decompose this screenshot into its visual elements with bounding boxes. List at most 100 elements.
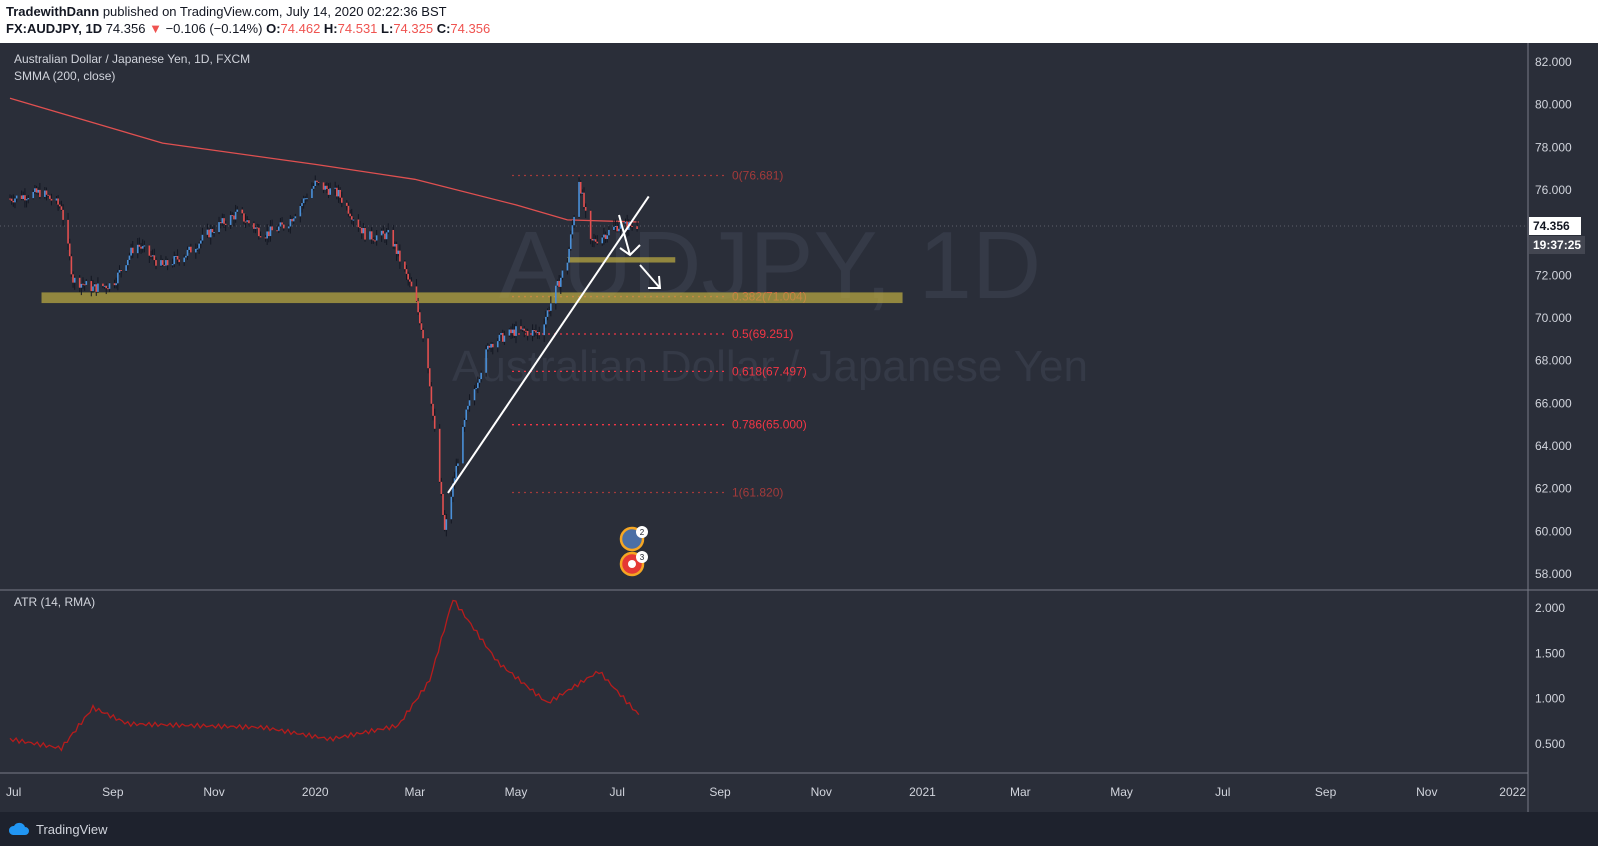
candle-2019-11-28 <box>258 227 260 237</box>
candle-2020-04-29 <box>511 329 514 334</box>
candle-2020-05-15 <box>538 332 541 336</box>
smma-line[interactable] <box>9 97 639 223</box>
candle-2019-10-25 <box>201 234 204 241</box>
candle-2020-07-02 <box>618 228 620 232</box>
candle-2019-09-02 <box>113 283 116 286</box>
candle-2020-03-17 <box>440 481 443 494</box>
support-zone-1[interactable] <box>567 257 676 263</box>
candle-2019-11-15 <box>236 209 239 212</box>
candle-2020-04-08 <box>477 382 479 389</box>
candle-2020-06-16 <box>591 238 594 241</box>
candle-2019-08-01 <box>60 206 63 210</box>
atr-scale[interactable]: 2.000 1.500 1.000 0.500 <box>1535 601 1565 751</box>
candle-2019-07-05 <box>15 195 18 199</box>
candle-2019-11-21 <box>246 220 249 222</box>
candle-2020-04-09 <box>478 379 481 383</box>
candle-2019-09-17 <box>138 244 141 247</box>
candle-2019-12-20 <box>294 216 297 219</box>
candle-2020-03-23 <box>450 496 453 520</box>
candle-2020-04-07 <box>475 388 477 390</box>
candle-2020-05-04 <box>520 326 522 330</box>
candle-2020-04-27 <box>508 329 511 336</box>
atr-line[interactable] <box>9 599 640 752</box>
event-center <box>628 560 636 568</box>
author-name[interactable]: TradewithDann <box>6 4 100 19</box>
candle-2020-04-23 <box>501 332 504 342</box>
candle-2019-12-05 <box>269 226 272 237</box>
candle-2019-10-29 <box>208 229 210 238</box>
candle-2020-05-21 <box>548 310 550 312</box>
candle-2019-10-22 <box>196 248 199 250</box>
cloud-icon <box>8 822 29 835</box>
candle-2020-06-22 <box>601 237 604 244</box>
support-zones[interactable] <box>41 257 903 304</box>
last-price-tag <box>1529 217 1581 235</box>
candle-2020-04-06 <box>473 389 476 401</box>
candle-2020-05-25 <box>555 285 557 304</box>
atr-legend[interactable]: ATR (14, RMA) <box>14 595 95 609</box>
price-tick-7: 68.000 <box>1535 354 1572 368</box>
candle-2020-05-01 <box>515 326 517 336</box>
candle-2019-08-29 <box>107 288 109 290</box>
candle-2020-04-03 <box>468 400 471 406</box>
event-markers[interactable]: 2 3 <box>619 526 648 577</box>
candle-2020-01-14 <box>336 187 338 197</box>
candle-2020-07-07 <box>626 221 628 230</box>
chart-legend-title[interactable]: Australian Dollar / Japanese Yen, 1D, FX… <box>14 52 250 66</box>
down-arrow-icon: ▼ <box>149 21 162 36</box>
countdown-tag <box>1529 236 1585 254</box>
time-axis[interactable]: Jul Sep Nov 2020 Mar May Jul Sep Nov 2021 Mar May Ju… <box>6 785 1526 799</box>
candle-2020-01-20 <box>345 202 348 206</box>
chart-svg[interactable]: AUDJPY, 1D Australian Dollar / Japanese … <box>0 43 1598 812</box>
candle-2020-01-07 <box>324 185 327 190</box>
candle-2020-04-24 <box>503 335 506 342</box>
time-tick-15: 2022 <box>1499 785 1526 799</box>
candle-2019-11-11 <box>229 215 232 225</box>
support-zone-0[interactable] <box>41 292 903 304</box>
candles[interactable] <box>9 175 638 537</box>
fib-label-5: 1(61.820) <box>732 486 783 500</box>
candle-2020-01-09 <box>327 188 330 195</box>
candle-2020-01-29 <box>360 227 363 234</box>
down-arrows[interactable] <box>618 214 662 289</box>
candle-2019-11-07 <box>223 218 225 224</box>
candle-2020-03-12 <box>432 403 434 416</box>
candle-2019-07-08 <box>20 195 23 200</box>
candle-2019-12-12 <box>281 222 283 225</box>
event-badge-1-text: 2 <box>640 528 645 537</box>
candle-2020-03-27 <box>457 463 459 466</box>
candle-2019-12-18 <box>291 219 293 222</box>
candle-2019-10-07 <box>171 264 174 266</box>
candle-2020-03-11 <box>430 386 433 404</box>
candle-2020-04-28 <box>510 329 512 334</box>
candle-2019-07-22 <box>44 190 46 197</box>
candle-2020-03-24 <box>452 483 454 497</box>
candle-2019-10-31 <box>211 229 214 233</box>
price-scale[interactable]: 82.000 80.000 78.000 76.000 72.000 70.000 68.0… <box>1535 55 1572 581</box>
candle-2020-01-27 <box>357 219 360 228</box>
candle-2019-07-02 <box>10 198 13 201</box>
high-label: H: <box>323 21 338 36</box>
candle-2019-11-05 <box>219 222 222 224</box>
candle-2019-07-26 <box>50 198 53 201</box>
candle-2019-07-30 <box>57 198 59 205</box>
candle-2020-01-28 <box>359 227 361 229</box>
candle-2020-03-31 <box>463 419 466 427</box>
fib-label-2: 0.5(69.251) <box>732 327 793 341</box>
candle-2019-10-01 <box>161 260 164 265</box>
trendline[interactable] <box>447 195 650 494</box>
candle-2020-05-05 <box>521 328 524 330</box>
candle-2019-09-11 <box>128 255 131 260</box>
countdown-text: 19:37:25 <box>1533 238 1581 252</box>
candle-2019-08-22 <box>95 284 98 292</box>
candle-2019-08-23 <box>97 283 99 292</box>
open-value: 74.462 <box>280 21 321 36</box>
tradingview-logo[interactable]: TradingView <box>8 820 108 838</box>
candle-2019-08-07 <box>70 256 73 275</box>
candle-2019-10-10 <box>176 255 179 260</box>
smma-legend[interactable]: SMMA (200, close) <box>14 69 115 83</box>
candle-2020-07-03 <box>619 223 622 229</box>
close-value: 74.356 <box>450 21 491 36</box>
chart-area[interactable]: AUDJPY, 1D Australian Dollar / Japanese … <box>0 43 1598 812</box>
candle-2020-06-02 <box>568 248 570 263</box>
